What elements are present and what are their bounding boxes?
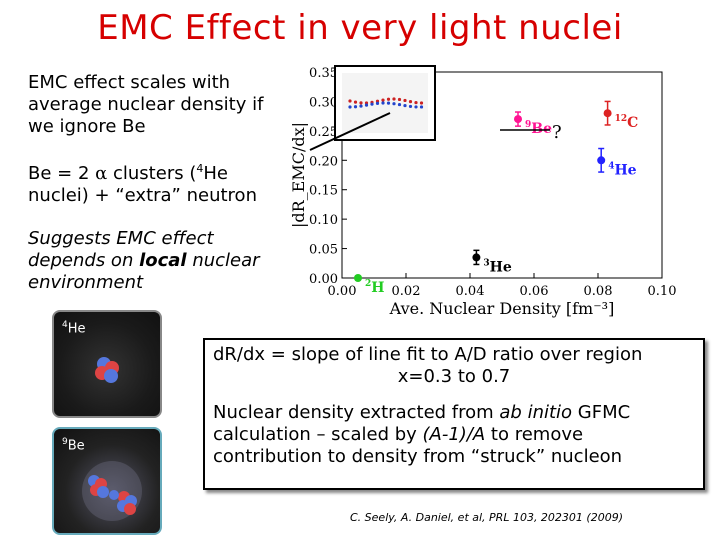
inset-arrow-line [309,112,391,151]
point-12C [603,109,612,118]
text-density-scaling: EMC effect scales with average nuclear d… [28,72,264,137]
citation: C. Seely, A. Daniel, et al, PRL 103, 202… [350,511,623,524]
box-x-region: x=0.3 to 0.7 [397,366,511,387]
be9-nucleus-image: 9Be [52,427,162,535]
y-tick-label: 0.10 [309,213,338,228]
inset-dot [364,101,369,105]
plot-frame [341,71,663,279]
inset-dot [348,105,352,109]
point-label-3He: 3He [483,258,511,275]
inset-dot [353,105,358,109]
inset-dot [386,97,391,101]
point-9Be [514,115,522,124]
inset-dot [414,105,418,109]
inset-dot [392,102,396,106]
x-tick-label: 0.06 [520,284,549,299]
point-label-12C: 12C [615,114,639,131]
text-be-clusters: Be = 2 α clusters (4He nuclei) + “extra”… [28,162,257,206]
inset-dot [419,101,424,105]
he4-nucleons [95,357,119,383]
inset-plot [334,65,436,141]
point-4He [597,156,606,165]
inset-dot [419,105,424,109]
x-tick-label: 0.02 [392,284,421,299]
inset-dot [397,102,402,107]
y-tick-label: 0.25 [309,125,338,140]
point-label-9Be: 9Be [525,120,552,137]
inset-dot [403,98,407,103]
inset-dot [359,104,363,108]
inset-dot [397,97,402,102]
point-2H [354,274,362,282]
y-axis-label: |dR_EMC/dx| [290,122,308,228]
inset-dot [403,103,407,108]
inset-dot [348,99,352,103]
he4-nucleus-label: 4He [62,320,86,337]
inset-dot [408,104,413,109]
text-local-environment: Suggests EMC effect depends on local nuc… [28,228,260,293]
point-label-4He: 4He [608,161,636,178]
inset-dot [359,101,363,105]
inset-dot [353,100,358,104]
box-density-method: Nuclear density extracted from ab initio… [213,402,631,467]
y-tick-label: 0.15 [309,184,338,199]
inset-dot [392,97,396,101]
y-tick-label: 0.30 [309,95,338,110]
inset-dot [375,101,380,105]
question-mark: ? [552,122,562,143]
be9-nucleons [82,461,142,521]
inset-dot [386,101,391,105]
be9-nucleus-label: 9Be [62,437,85,454]
slide-title: EMC Effect in very light nuclei [97,8,623,48]
x-tick-label: 0.08 [584,284,613,299]
inset-dot [408,100,413,104]
x-tick-label: 0.10 [648,284,677,299]
inset-dot [364,103,369,107]
y-tick-label: 0.20 [309,154,338,169]
point-label-2H: 2H [365,279,385,296]
y-tick-label: 0.05 [309,243,338,258]
inset-dot [381,98,385,102]
y-tick-label: 0.00 [309,272,338,287]
inset-dot [414,100,418,105]
point-3He [472,253,481,262]
x-tick-label: 0.04 [456,284,485,299]
x-tick-label: 0.00 [328,284,357,299]
explanation-box: dR/dx = slope of line fit to A/D ratio o… [203,338,705,490]
inset-dot [381,101,385,105]
y-tick-label: 0.35 [309,66,338,81]
inset-dot [370,102,374,106]
x-axis-label: Ave. Nuclear Density [fm⁻³] [389,299,615,318]
he4-nucleus-image: 4He [52,310,162,418]
emc-density-chart: 0.00 0.05 0.10 0.15 0.20 0.25 0.30 0.35 0.00 0.02… [290,65,677,318]
box-slope-definition: dR/dx = slope of line fit to A/D ratio o… [213,344,643,365]
